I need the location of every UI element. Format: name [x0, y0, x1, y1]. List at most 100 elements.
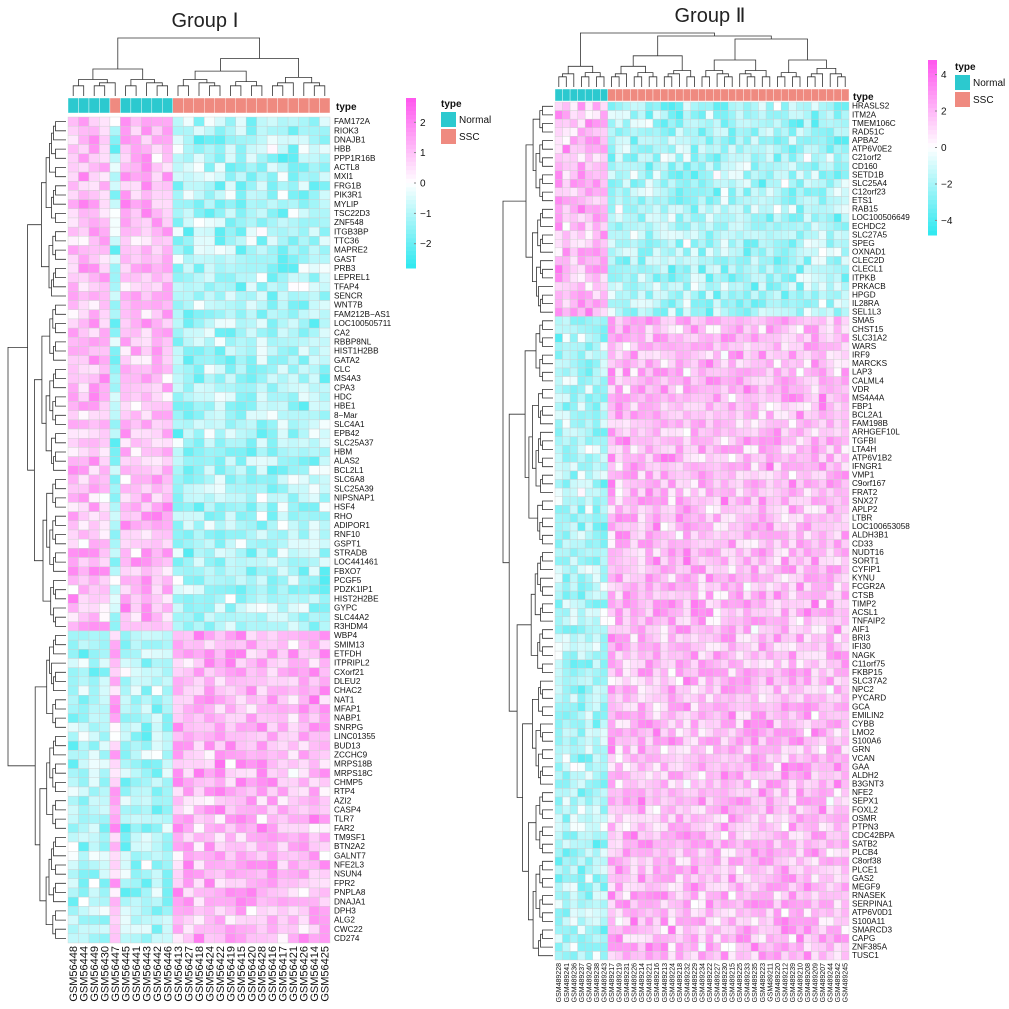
heatmap-cell — [690, 281, 699, 291]
heatmap-cell — [141, 933, 153, 944]
heatmap-cell — [607, 342, 616, 352]
heatmap-cell — [773, 136, 782, 146]
heatmap-cell — [67, 419, 79, 430]
heatmap-cell — [172, 584, 184, 595]
heatmap-cell — [622, 144, 631, 154]
heatmap-cell — [600, 342, 608, 352]
heatmap-cell — [193, 337, 205, 347]
heatmap-cell — [130, 465, 142, 476]
heatmap-cell — [308, 456, 320, 466]
heatmap-cell — [780, 419, 789, 429]
heatmap-cell — [584, 573, 593, 583]
heatmap-cell — [796, 487, 804, 497]
heatmap-cell — [826, 324, 835, 334]
heatmap-cell — [833, 402, 842, 412]
heatmap-cell — [682, 161, 691, 171]
heatmap-cell — [78, 841, 90, 852]
heatmap-cell — [120, 373, 132, 384]
heatmap-cell — [592, 530, 601, 540]
heatmap-cell — [78, 511, 90, 522]
heatmap-cell — [788, 350, 797, 360]
heatmap-cell — [630, 230, 639, 240]
heatmap-cell — [151, 190, 163, 200]
heatmap-cell — [562, 153, 571, 163]
gene-label: GSPT1 — [334, 539, 361, 548]
heatmap-cell — [130, 704, 142, 714]
heatmap-cell — [652, 136, 661, 146]
heatmap-cell — [141, 667, 153, 678]
heatmap-cell — [811, 419, 820, 429]
heatmap-cell — [705, 384, 714, 394]
heatmap-cell — [120, 621, 132, 632]
heatmap-cell — [728, 573, 737, 583]
heatmap-cell — [554, 299, 563, 309]
heatmap-cell — [204, 878, 215, 889]
heatmap-cell — [796, 462, 804, 472]
heatmap-cell — [841, 239, 850, 249]
heatmap-cell — [622, 410, 631, 420]
heatmap-cell — [277, 768, 289, 778]
heatmap-cell — [214, 649, 226, 659]
heatmap-cell — [78, 171, 90, 182]
heatmap-cell — [224, 263, 236, 274]
heatmap-cell — [667, 487, 676, 497]
heatmap-cell — [109, 327, 121, 338]
heatmap-cell — [735, 221, 744, 231]
heatmap-cell — [78, 483, 90, 494]
heatmap-cell — [750, 118, 759, 128]
heatmap-cell — [319, 465, 331, 476]
sample-label: GSM56422 — [215, 946, 227, 1002]
heatmap-cell — [592, 264, 601, 274]
heatmap-cell — [319, 309, 331, 320]
heatmap-cell — [109, 740, 121, 751]
heatmap-cell — [308, 217, 320, 228]
heatmap-cell — [151, 566, 163, 577]
heatmap-cell — [592, 470, 601, 480]
heatmap-cell — [803, 547, 812, 557]
heatmap-cell — [172, 814, 184, 824]
heatmap-cell — [743, 204, 752, 214]
heatmap-cell — [705, 118, 714, 128]
heatmap-cell — [172, 125, 184, 136]
heatmap-cell — [99, 493, 111, 503]
heatmap-cell — [637, 179, 646, 189]
heatmap-cell — [728, 196, 737, 206]
heatmap-cell — [811, 367, 820, 377]
heatmap-cell — [554, 410, 563, 420]
heatmap-cell — [298, 869, 310, 879]
heatmap-cell — [645, 556, 654, 566]
heatmap-cell — [193, 548, 205, 558]
heatmap-cell — [803, 264, 812, 274]
heatmap-cell — [162, 382, 174, 393]
heatmap-cell — [780, 539, 789, 549]
heatmap-cell — [224, 364, 236, 375]
heatmap-cell — [607, 505, 616, 515]
heatmap-cell — [833, 333, 842, 343]
heatmap-cell — [224, 125, 236, 136]
heatmap-cell — [765, 470, 774, 480]
heatmap-cell — [172, 327, 184, 338]
heatmap-cell — [818, 307, 827, 317]
heatmap-cell — [298, 236, 310, 246]
heatmap-cell — [172, 548, 184, 558]
heatmap-cell — [67, 447, 79, 457]
heatmap-cell — [630, 204, 639, 214]
heatmap-cell — [818, 547, 827, 557]
heatmap-cell — [308, 538, 320, 549]
heatmap-cell — [592, 333, 601, 343]
heatmap-cell — [758, 522, 767, 532]
heatmap-cell — [204, 125, 215, 136]
heatmap-cell — [833, 479, 842, 489]
heatmap-cell — [141, 639, 153, 650]
heatmap-cell — [88, 722, 100, 733]
heatmap-cell — [109, 823, 121, 834]
heatmap-cell — [151, 162, 163, 173]
heatmap-cell — [298, 511, 310, 522]
heatmap-cell — [682, 539, 691, 549]
heatmap-cell — [298, 208, 310, 219]
heatmap-cell — [562, 539, 571, 549]
heatmap-cell — [826, 299, 835, 309]
heatmap-cell — [660, 513, 669, 523]
heatmap-cell — [698, 470, 706, 480]
heatmap-cell — [224, 695, 236, 705]
